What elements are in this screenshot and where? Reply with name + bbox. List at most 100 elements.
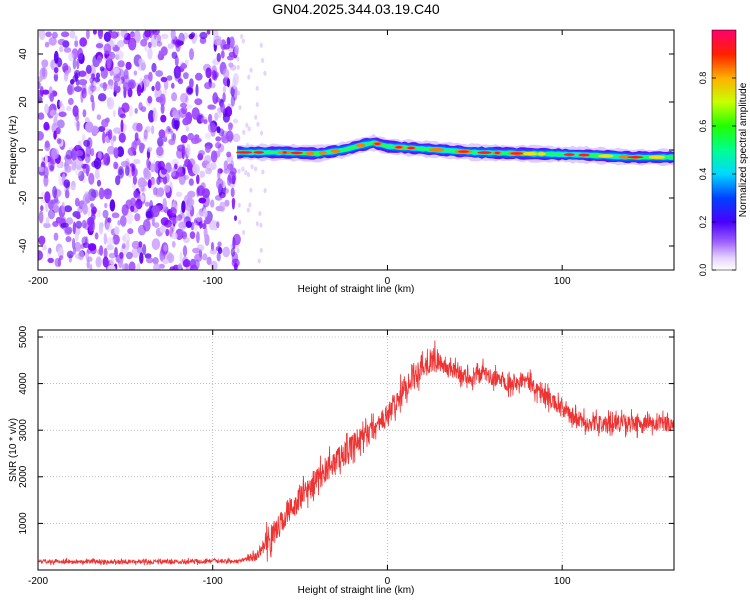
noise-blob — [133, 150, 137, 156]
noise-blob — [38, 112, 45, 120]
noise-blob — [171, 92, 178, 102]
noise-blob — [76, 149, 84, 157]
noise-blob — [87, 256, 93, 263]
noise-blob — [48, 36, 57, 46]
noise-blob — [116, 31, 120, 37]
spectrogram-y-ticks: -40 -20 0 20 40 — [18, 48, 674, 253]
noise-blob — [232, 118, 239, 124]
noise-blob — [202, 253, 208, 261]
noise-blob — [42, 244, 47, 251]
noise-blob — [182, 236, 190, 244]
noise-blob — [136, 84, 142, 97]
noise-blob — [109, 81, 114, 90]
noise-blob — [215, 142, 222, 149]
noise-blob — [69, 30, 76, 39]
noise-blob — [68, 52, 74, 62]
noise-blob — [127, 79, 136, 90]
noise-blob — [38, 235, 46, 246]
noise-blob — [217, 247, 223, 254]
noise-blob — [104, 202, 108, 209]
noise-blob — [133, 158, 141, 165]
noise-blob — [238, 219, 242, 225]
noise-blob — [121, 204, 129, 216]
noise-blob — [40, 205, 44, 212]
noise-blob — [102, 81, 107, 92]
noise-blob — [109, 31, 119, 39]
noise-blob — [157, 160, 165, 171]
signal-peak — [510, 152, 523, 155]
noise-blob — [171, 110, 178, 117]
noise-blob — [75, 230, 79, 242]
noise-blob — [160, 114, 167, 123]
noise-blob — [224, 199, 230, 207]
noise-blob — [226, 151, 232, 158]
noise-blob — [131, 247, 140, 259]
noise-blob — [47, 257, 54, 264]
noise-blob — [217, 168, 221, 181]
noise-blob — [178, 221, 187, 229]
noise-blob — [229, 64, 237, 71]
noise-blob — [72, 105, 79, 117]
noise-blob — [261, 58, 265, 63]
noise-blob — [84, 236, 89, 248]
noise-blob — [44, 154, 48, 165]
noise-blob — [229, 36, 235, 49]
noise-blob — [102, 131, 106, 144]
noise-blob — [107, 264, 116, 270]
noise-blob — [75, 220, 83, 229]
noise-blob — [204, 155, 212, 164]
noise-blob — [204, 233, 210, 246]
noise-blob — [121, 102, 130, 113]
noise-blob — [107, 145, 116, 155]
noise-blob — [109, 258, 115, 265]
noise-blob — [57, 257, 62, 267]
signal-peak — [578, 153, 590, 157]
noise-blob — [70, 79, 75, 85]
signal-peak — [290, 151, 303, 155]
noise-blob — [210, 241, 215, 252]
noise-blob — [218, 128, 225, 137]
noise-blob — [66, 250, 74, 259]
noise-blob — [119, 113, 126, 119]
noise-blob — [202, 208, 208, 218]
noise-blob — [120, 119, 124, 133]
noise-blob — [180, 63, 188, 69]
noise-blob — [53, 116, 58, 126]
noise-blob — [160, 76, 168, 83]
spectrogram-y-tick-label: 40 — [18, 48, 29, 60]
noise-blob — [186, 87, 193, 94]
noise-blob — [68, 97, 74, 106]
noise-blob — [117, 220, 121, 226]
noise-blob — [162, 197, 167, 210]
noise-blob — [180, 102, 187, 108]
signal-hotspot — [523, 151, 538, 156]
noise-blob — [114, 226, 120, 236]
signal-peak — [374, 142, 381, 145]
noise-blob — [60, 222, 69, 228]
noise-blob — [41, 67, 46, 78]
colorbar-tick-label: 0.4 — [698, 168, 708, 181]
noise-blob — [187, 194, 193, 208]
noise-blob — [66, 105, 72, 112]
noise-blob — [103, 188, 112, 200]
noise-blob — [210, 199, 215, 208]
noise-blob — [226, 36, 231, 46]
noise-blob — [167, 43, 175, 49]
noise-blob — [125, 165, 130, 177]
noise-blob — [109, 199, 116, 212]
signal-peak — [494, 151, 500, 155]
noise-blob — [72, 221, 77, 235]
noise-blob — [82, 203, 88, 215]
signal-hotspot — [356, 143, 366, 148]
noise-blob — [208, 113, 213, 123]
noise-blob — [138, 241, 143, 248]
noise-blob — [176, 214, 183, 221]
noise-blob — [45, 216, 50, 225]
noise-blob — [180, 134, 188, 144]
noise-blob — [257, 258, 261, 264]
noise-blob — [90, 148, 95, 157]
noise-blob — [160, 33, 169, 39]
spectrogram-y-tick-label: 20 — [18, 96, 29, 108]
noise-blob — [98, 126, 106, 132]
